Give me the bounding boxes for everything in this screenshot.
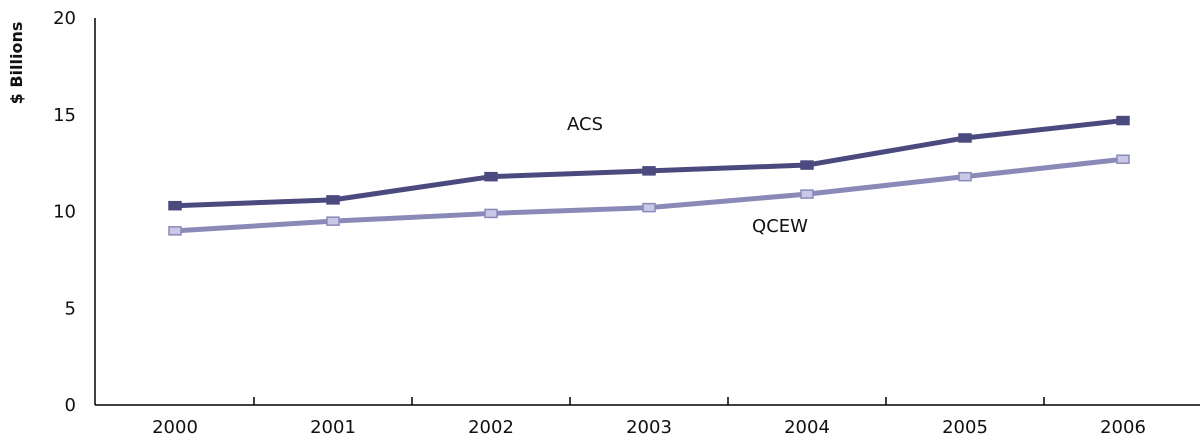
x-tick-label: 2006 [1100, 417, 1146, 437]
data-point-acs [642, 166, 656, 176]
series-label-qcew: QCEW [752, 216, 808, 237]
x-tick-label: 2005 [942, 417, 988, 437]
data-point-qcew [642, 202, 656, 213]
y-tick-label: 10 [53, 202, 76, 223]
y-tick-label: 5 [65, 298, 76, 319]
series-labels: ACS QCEW [567, 114, 808, 237]
data-point-qcew [326, 216, 340, 226]
data-point-acs [1116, 115, 1130, 126]
data-point-acs [484, 171, 498, 182]
x-tick-label: 2004 [784, 417, 830, 437]
y-axis-label: $ Billions [7, 22, 26, 105]
series-group [168, 115, 1130, 236]
data-point-acs [958, 133, 972, 143]
data-point-acs [800, 160, 814, 170]
x-tick-label: 2000 [152, 417, 198, 437]
series-line-acs [172, 118, 1126, 209]
axes [94, 18, 1200, 406]
data-point-qcew [168, 226, 182, 236]
x-tick-label: 2001 [310, 417, 356, 437]
tick-labels: 0 5 10 15 20 2000 2001 2002 2003 2004 2005 2006 [53, 8, 1146, 437]
y-tick-label: 0 [65, 395, 76, 416]
x-tick-label: 2002 [468, 417, 514, 437]
x-tick-label: 2003 [626, 417, 672, 437]
y-tick-label: 15 [53, 105, 76, 126]
data-point-qcew [484, 208, 498, 219]
series-label-acs: ACS [567, 114, 603, 135]
data-point-qcew [1116, 154, 1130, 165]
data-point-qcew [800, 189, 814, 199]
data-point-qcew [958, 171, 972, 182]
data-point-acs [326, 195, 340, 205]
data-point-acs [168, 200, 182, 211]
y-tick-label: 20 [53, 8, 76, 29]
